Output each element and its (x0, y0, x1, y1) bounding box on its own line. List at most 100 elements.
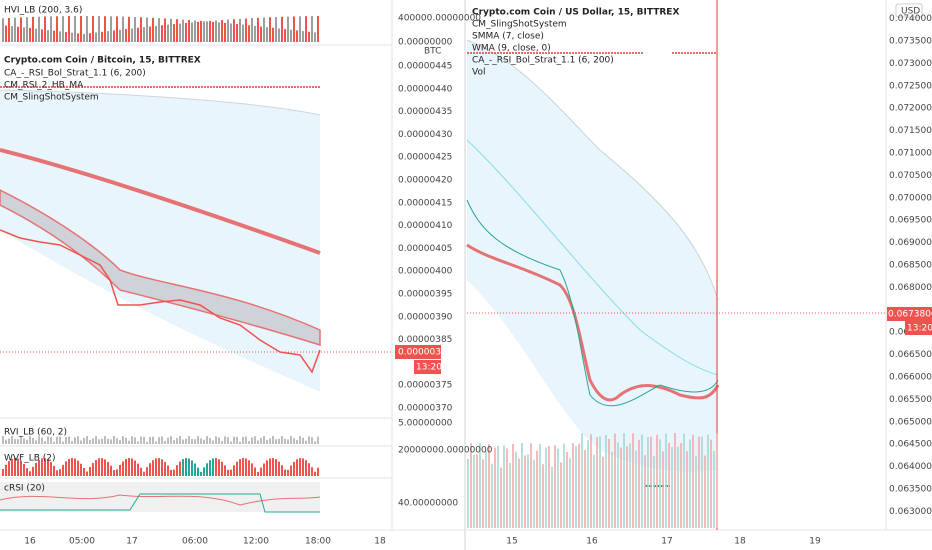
price-tick-label: 0.06450000 (889, 440, 932, 450)
axis-label: 5.00000000 (398, 419, 453, 429)
wvf-bar (224, 465, 226, 476)
rvi-bar (269, 438, 271, 444)
wvf-bar (161, 459, 163, 476)
hvi-bar (146, 17, 148, 42)
wvf-bar (134, 460, 136, 476)
rvi-bar (29, 436, 31, 444)
hvi-bar (131, 28, 133, 42)
price-tag (395, 345, 441, 359)
legend-item: Vol (472, 68, 485, 78)
hvi-bar (71, 32, 73, 42)
rvi-bar (59, 436, 61, 444)
hvi-bar (206, 21, 208, 42)
price-tick-label: 0.07350000 (889, 37, 932, 47)
rvi-bar (8, 438, 10, 444)
hvi-bar (140, 17, 142, 42)
hvi-bar (278, 28, 280, 42)
price-tick-label: 0.07000000 (889, 193, 932, 203)
price-axis: 0.07400000 0.07350000 0.07300000 0.07250000… (889, 14, 932, 517)
hvi-bar (221, 20, 223, 42)
rvi-bar (164, 440, 166, 444)
rvi-bar (206, 436, 208, 444)
hvi-bar (50, 16, 52, 42)
rvi-bar (83, 437, 85, 444)
wvf-bar (302, 458, 304, 476)
hvi-bar (230, 23, 232, 42)
wvf-bar (185, 458, 187, 476)
wvf-bar (299, 458, 301, 476)
rvi-bar (197, 436, 199, 444)
wvf-bar (230, 469, 232, 476)
hvi-bar (209, 20, 211, 42)
wvf-bar (14, 458, 16, 476)
wvf-bar (164, 461, 166, 476)
hvi-bar (143, 27, 145, 42)
wvf-bar (287, 469, 289, 476)
hvi-bar (68, 16, 70, 42)
rvi-bar (74, 437, 76, 444)
hvi-bar (53, 30, 55, 42)
price-tick-label: 0.06550000 (889, 395, 932, 405)
wvf-bar (29, 471, 31, 476)
wvf-bar (35, 462, 37, 476)
hvi-bar (275, 16, 277, 42)
rvi-bar (47, 436, 49, 444)
hvi-bar (191, 22, 193, 42)
time-tick-label: 18:00 (305, 537, 331, 547)
rvi-bar (221, 440, 223, 444)
rvi-bar (176, 438, 178, 444)
hvi-bar (119, 29, 121, 42)
rvi-bar (299, 436, 301, 444)
price-tick-label: 0.00000390 (398, 312, 453, 322)
hvi-bar (182, 19, 184, 42)
rvi-bar (128, 440, 130, 444)
rvi-bar (233, 436, 235, 444)
indicator-title: WVF_LB (2) (4, 454, 56, 464)
hvi-bar (134, 16, 136, 42)
countdown-tag (414, 360, 441, 374)
wvf-bar (140, 467, 142, 476)
wvf-bar (278, 461, 280, 476)
hvi-bar (200, 20, 202, 42)
rvi-bar (245, 436, 247, 444)
rvi-bar (236, 436, 238, 444)
hvi-bar (101, 31, 103, 42)
hvi-bar (299, 16, 301, 42)
rvi-bar (104, 436, 106, 444)
rvi-bar (224, 436, 226, 444)
hvi-bar (287, 16, 289, 42)
rvi-bar (86, 436, 88, 444)
rvi-bar (137, 441, 139, 444)
legend-item: CM_RSI_2_HB_MA (4, 81, 84, 91)
wvf-bar (242, 458, 244, 476)
wvf-bar (206, 463, 208, 476)
price-axis: 0.00000445 0.00000440 0.00000435 0.00000430… (398, 62, 453, 414)
rvi-bar (41, 437, 43, 444)
hvi-bar (137, 27, 139, 42)
wvf-bar (257, 471, 259, 476)
rvi-bar (266, 439, 268, 444)
hvi-bar (197, 21, 199, 42)
band-upper (466, 39, 719, 301)
hvi-bar (248, 25, 250, 42)
hvi-bar (158, 18, 160, 42)
time-tick-label: 17 (661, 537, 672, 547)
wvf-bar (290, 465, 292, 476)
rvi-bar (65, 437, 67, 444)
wvf-bar (59, 469, 61, 476)
wvf-bar (119, 464, 121, 476)
rvi-bar (182, 439, 184, 444)
wvf-bar (11, 458, 13, 476)
rvi-bar (68, 436, 70, 444)
wvf-bar (110, 465, 112, 476)
hvi-bar (272, 27, 274, 42)
hvi-bar (83, 33, 85, 42)
rvi-bar (254, 436, 256, 444)
wvf-bar (47, 459, 49, 476)
hvi-bar (20, 17, 22, 42)
rvi-bar (203, 439, 205, 444)
wvf-bar (155, 458, 157, 476)
hvi-bar (290, 29, 292, 42)
hvi-bar (65, 32, 67, 42)
rvi-bar (263, 436, 265, 444)
